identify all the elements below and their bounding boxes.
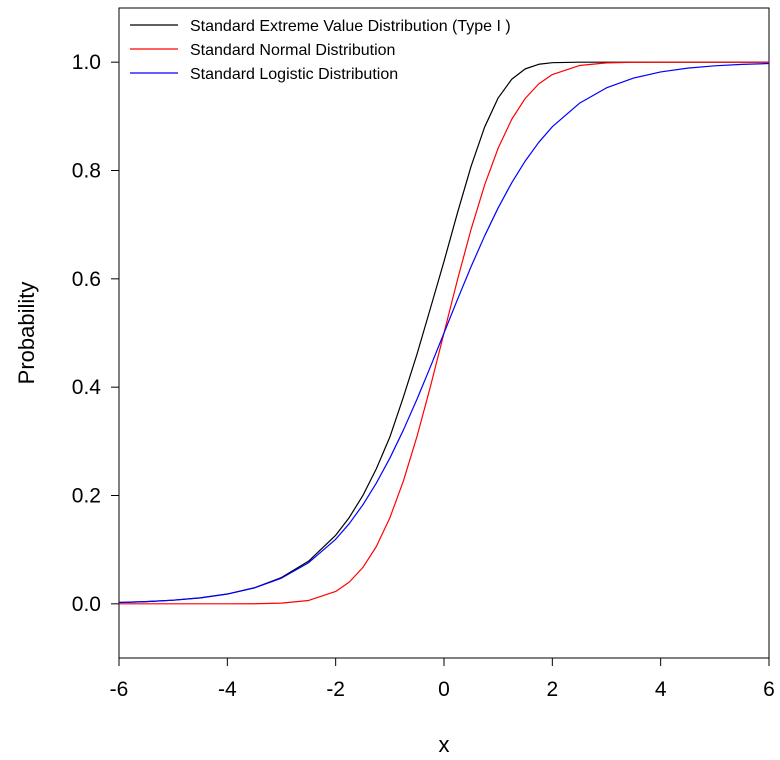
y-axis-title: Probability bbox=[14, 282, 39, 385]
series-line-3 bbox=[119, 62, 769, 604]
y-tick-label: 0.0 bbox=[72, 593, 101, 616]
x-tick-label: -2 bbox=[326, 678, 345, 701]
x-axis-title: x bbox=[439, 732, 450, 757]
y-tick-label: 0.8 bbox=[72, 160, 101, 183]
x-tick-label: 4 bbox=[655, 678, 667, 701]
y-tick-label: 0.4 bbox=[72, 376, 102, 399]
x-tick-label: 6 bbox=[763, 678, 775, 701]
y-tick-label: 1.0 bbox=[72, 51, 101, 74]
legend-label-2: Standard Normal Distribution bbox=[190, 42, 395, 59]
y-tick-label: 0.6 bbox=[72, 268, 101, 291]
legend-label-1: Standard Extreme Value Distribution (Typ… bbox=[190, 18, 511, 35]
legend-label-3: Standard Logistic Distribution bbox=[190, 66, 398, 83]
x-tick-label: -6 bbox=[110, 678, 129, 701]
y-tick-label: 0.2 bbox=[72, 485, 101, 508]
x-tick-label: -4 bbox=[218, 678, 237, 701]
x-tick-label: 0 bbox=[438, 678, 450, 701]
x-tick-label: 2 bbox=[546, 678, 558, 701]
